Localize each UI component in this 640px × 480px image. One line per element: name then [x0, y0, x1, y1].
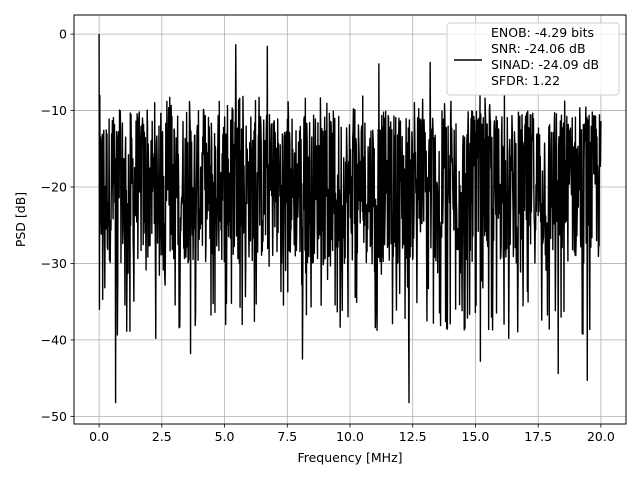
x-tick-label: 10.0	[336, 429, 364, 444]
x-tick-label: 17.5	[524, 429, 552, 444]
plot-area	[98, 34, 602, 404]
legend-entry-sinad: SINAD: -24.09 dB	[491, 57, 599, 72]
legend: ENOB: -4.29 bits SNR: -24.06 dB SINAD: -…	[446, 22, 620, 96]
y-tick-label: −30	[41, 256, 67, 271]
y-tick-label: −10	[41, 103, 67, 118]
legend-entry-enob: ENOB: -4.29 bits	[491, 25, 594, 40]
x-tick-label: 5.0	[215, 429, 235, 444]
legend-entry-sfdr: SFDR: 1.22	[491, 73, 560, 88]
x-tick-label: 0.0	[89, 429, 109, 444]
x-axis-label: Frequency [MHz]	[297, 450, 402, 465]
y-axis-label: PSD [dB]	[13, 192, 28, 247]
y-tick-label: −40	[41, 332, 67, 347]
x-axis: 0.0 2.5 5.0 7.5 10.0 12.5 15.0 17.5 20.0	[89, 424, 615, 444]
x-tick-label: 20.0	[587, 429, 615, 444]
legend-entry-snr: SNR: -24.06 dB	[491, 41, 586, 56]
x-tick-label: 12.5	[399, 429, 427, 444]
x-tick-label: 15.0	[462, 429, 490, 444]
y-axis: 0 −10 −20 −30 −40 −50	[41, 27, 74, 424]
legend-box	[446, 22, 620, 96]
y-tick-label: −20	[41, 180, 67, 195]
y-tick-label: 0	[59, 27, 67, 42]
x-tick-label: 7.5	[277, 429, 297, 444]
y-tick-label: −50	[41, 409, 67, 424]
x-tick-label: 2.5	[152, 429, 172, 444]
psd-series-line	[98, 34, 602, 404]
